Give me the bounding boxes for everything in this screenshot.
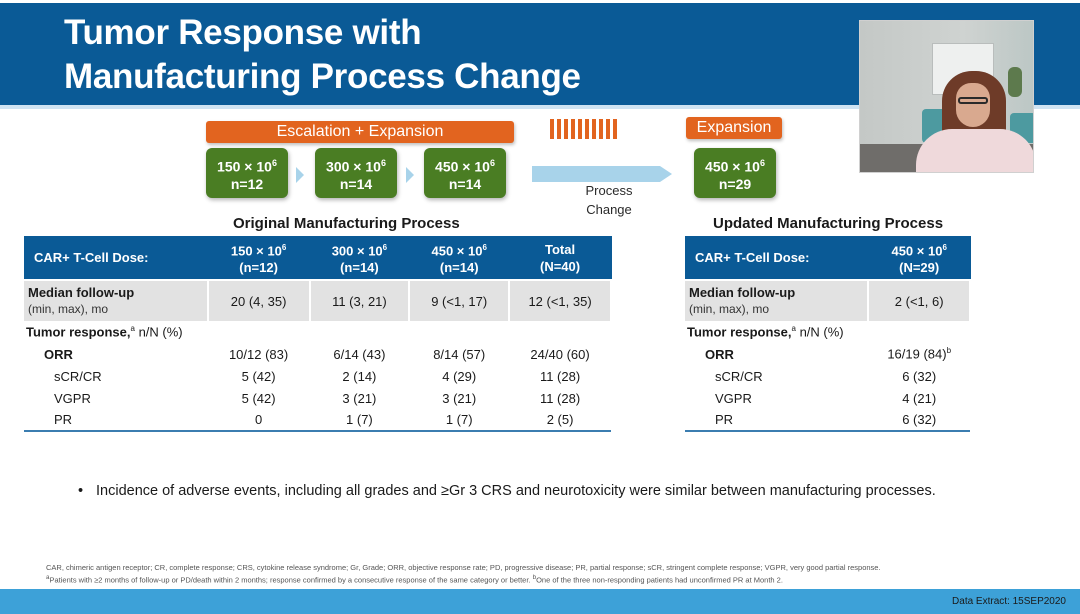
original-process-title: Original Manufacturing Process xyxy=(233,215,460,232)
row-label: ORR xyxy=(44,346,73,362)
table-cell: 3 (21) xyxy=(342,390,377,406)
row-label: PR xyxy=(685,409,869,432)
followup-label: Median follow-up (min, max), mo xyxy=(685,279,870,321)
table-cell: 4 (21) xyxy=(902,390,937,406)
table-row: ORR 10/12 (83) 6/14 (43) 8/14 (57) 24/40… xyxy=(24,343,611,365)
escalation-expansion-bar: Escalation + Expansion xyxy=(206,121,514,143)
updated-process-title: Updated Manufacturing Process xyxy=(713,215,944,232)
table-row: VGPR 5 (42) 3 (21) 3 (21) 11 (28) xyxy=(24,387,611,409)
followup-label: Median follow-up (min, max), mo xyxy=(24,279,209,321)
row-label: sCR/CR xyxy=(715,368,763,384)
table-cell: 5 (42) xyxy=(241,390,276,406)
followup-row: Median follow-up (min, max), mo 2 (<1, 6) xyxy=(685,279,971,321)
table-cell: 8/14 (57) xyxy=(433,346,486,362)
table-cell: 11 (28) xyxy=(539,368,581,384)
table-cell: 12 (<1, 35) xyxy=(509,279,612,321)
expansion-bar: Expansion xyxy=(686,117,782,139)
slide-title: Tumor Response with Manufacturing Proces… xyxy=(64,11,581,99)
dose-box-450-updated: 450 × 106 n=29 xyxy=(694,148,776,198)
dose-box-450: 450 × 106 n=14 xyxy=(424,148,506,198)
table-cell: 24/40 (60) xyxy=(530,346,590,362)
table-cell: 1 (7) xyxy=(409,409,510,432)
table-cell: 3 (21) xyxy=(442,390,477,406)
process-change-arrow-icon xyxy=(532,166,672,182)
row-label: PR xyxy=(24,409,208,432)
footnote-abbreviations: CAR, chimeric antigen receptor; CR, comp… xyxy=(46,563,881,572)
table-header-row: CAR+ T-Cell Dose: 150 × 106 (n=12) 300 × … xyxy=(24,236,612,280)
table-cell: 5 (42) xyxy=(241,368,276,384)
tumor-response-label: Tumor response,a n/N (%) xyxy=(687,324,844,340)
table-cell: 6/14 (43) xyxy=(333,346,386,362)
table-row: VGPR 4 (21) xyxy=(685,387,970,409)
table-cell: 4 (29) xyxy=(442,368,477,384)
table-cell: 2 (5) xyxy=(509,409,611,432)
table-row: PR 0 1 (7) 1 (7) 2 (5) xyxy=(24,409,611,432)
tumor-response-row: Tumor response,a n/N (%) xyxy=(685,321,970,343)
updated-process-table: CAR+ T-Cell Dose: 450 × 106 (N=29) Median… xyxy=(685,236,971,432)
row-label: VGPR xyxy=(54,390,91,406)
column-header: 150 × 106 (n=12) xyxy=(207,236,310,280)
footnote-notes: aPatients with ≥2 months of follow-up or… xyxy=(46,574,783,585)
title-underline xyxy=(0,105,1080,109)
bullet-text: Incidence of adverse events, including a… xyxy=(96,483,936,499)
table-cell: 11 (3, 21) xyxy=(309,279,411,321)
row-label: ORR xyxy=(705,346,734,362)
chevron-right-icon xyxy=(406,167,414,183)
tumor-response-row: Tumor response,a n/N (%) xyxy=(24,321,611,343)
table-cell: 0 xyxy=(207,409,310,432)
row-label: VGPR xyxy=(715,390,752,406)
column-header: 450 × 106 (N=29) xyxy=(868,236,971,280)
table-row: sCR/CR 6 (32) xyxy=(685,365,970,387)
table-row: sCR/CR 5 (42) 2 (14) 4 (29) 11 (28) xyxy=(24,365,611,387)
title-line-1: Tumor Response with xyxy=(64,13,422,52)
table-cell: 20 (4, 35) xyxy=(207,279,311,321)
dose-box-300: 300 × 106 n=14 xyxy=(315,148,397,198)
table-cell: 11 (28) xyxy=(539,390,581,406)
process-change-label: Process Change xyxy=(585,183,633,217)
column-header: 450 × 106 (n=14) xyxy=(409,236,510,280)
table-header-row: CAR+ T-Cell Dose: 450 × 106 (N=29) xyxy=(685,236,971,280)
presenter-webcam-video xyxy=(859,20,1034,173)
dose-header-label: CAR+ T-Cell Dose: xyxy=(685,236,869,280)
footnotes: CAR, chimeric antigen receptor; CR, comp… xyxy=(46,563,1066,586)
table-cell: 10/12 (83) xyxy=(228,346,289,362)
table-cell: 6 (32) xyxy=(868,409,970,432)
dose-header-label: CAR+ T-Cell Dose: xyxy=(24,236,209,280)
adverse-events-bullet: • Incidence of adverse events, including… xyxy=(78,481,978,502)
table-cell: 9 (<1, 17) xyxy=(409,279,511,321)
table-row: ORR 16/19 (84)b xyxy=(685,343,970,365)
original-process-table: CAR+ T-Cell Dose: 150 × 106 (n=12) 300 × … xyxy=(24,236,612,432)
table-cell: 6 (32) xyxy=(902,368,937,384)
footer-bar: Data Extract: 15SEP2020 xyxy=(0,589,1080,614)
row-label: sCR/CR xyxy=(54,368,102,384)
bullet-marker: • xyxy=(78,483,84,499)
followup-row: Median follow-up (min, max), mo 20 (4, 35… xyxy=(24,279,612,321)
dose-box-150: 150 × 106 n=12 xyxy=(206,148,288,198)
table-row: PR 6 (32) xyxy=(685,409,970,432)
column-header: Total (N=40) xyxy=(509,236,612,280)
table-cell: 1 (7) xyxy=(309,409,410,432)
table-cell: 2 (14) xyxy=(342,368,377,384)
chevron-right-icon xyxy=(296,167,304,183)
process-break-dashes xyxy=(550,119,617,139)
table-cell: 16/19 (84)b xyxy=(887,346,952,362)
column-header: 300 × 106 (n=14) xyxy=(309,236,410,280)
data-extract-date: Data Extract: 15SEP2020 xyxy=(952,596,1066,607)
table-cell: 2 (<1, 6) xyxy=(868,279,971,321)
title-line-2: Manufacturing Process Change xyxy=(64,57,581,96)
tumor-response-label: Tumor response,a n/N (%) xyxy=(26,324,183,340)
